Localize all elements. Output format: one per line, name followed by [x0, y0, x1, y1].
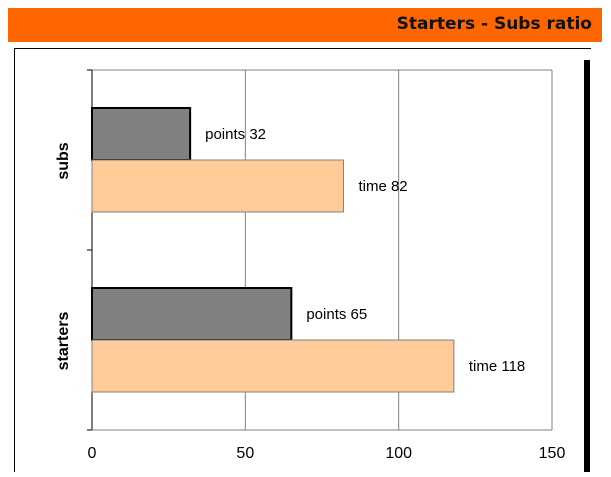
data-label-points-subs: points 32: [205, 126, 266, 143]
data-label-time-subs: time 82: [358, 178, 407, 195]
bar-points-starters: [91, 287, 293, 341]
bar-time-subs: [91, 159, 344, 213]
chart-title: Starters - Subs ratio: [396, 14, 592, 34]
bar-points-subs: [91, 107, 192, 161]
chart-title-bar: Starters - Subs ratio: [8, 8, 602, 42]
frame-shadow: [584, 60, 590, 472]
chart-frame: [14, 48, 591, 472]
x-tick-label-50: 50: [236, 445, 254, 462]
category-label-subs: subs: [55, 142, 72, 179]
category-label-starters: starters: [55, 312, 72, 371]
x-tick-label-0: 0: [88, 445, 97, 462]
bar-time-starters: [91, 339, 455, 393]
data-label-time-starters: time 118: [469, 358, 525, 375]
x-tick-label-150: 150: [539, 445, 566, 462]
data-label-points-starters: points 65: [306, 306, 367, 323]
x-tick-label-100: 100: [385, 445, 412, 462]
